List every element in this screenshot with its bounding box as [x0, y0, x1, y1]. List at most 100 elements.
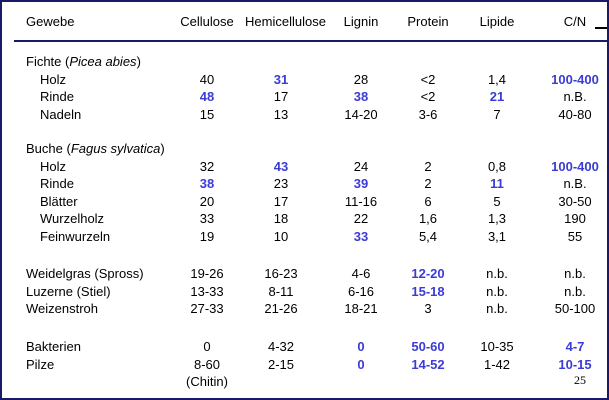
- table-cell: 0: [357, 356, 365, 372]
- group-title-species: Fagus sylvatica: [70, 141, 161, 156]
- table-cell: 15: [199, 106, 215, 122]
- header-lignin: Lignin: [343, 14, 379, 29]
- group-title-suffix: ): [136, 54, 141, 69]
- table-cell: 6-16: [347, 283, 375, 299]
- row-label: Luzerne (Stiel): [26, 283, 111, 299]
- pilze-chitin-note: (Chitin): [186, 374, 228, 389]
- table-cell: 24: [353, 158, 369, 174]
- table-cell: 2: [424, 176, 432, 191]
- table-cell: 190: [564, 211, 586, 226]
- table-cell: n.b.: [486, 266, 508, 281]
- table-cell: 10-15: [558, 356, 592, 372]
- row-label: Holz: [40, 71, 67, 87]
- group-title-prefix: Fichte (: [26, 54, 70, 69]
- table-cell: 38: [199, 176, 215, 191]
- row-label: Rinde: [40, 176, 74, 191]
- table-cell: 8-11: [268, 283, 294, 299]
- table-cell: 1,4: [487, 71, 507, 87]
- table-cell: 0: [203, 339, 211, 354]
- table-cell: 3: [424, 301, 432, 316]
- header-lipide: Lipide: [479, 14, 515, 29]
- table-cell: 100-400: [551, 71, 599, 87]
- table-cell: 6: [424, 193, 432, 209]
- table-cell: 18: [273, 211, 289, 226]
- row-label: Rinde: [40, 89, 74, 104]
- table-cell: 13: [273, 106, 289, 122]
- table-cell: 4-6: [351, 266, 371, 281]
- header-rule: [14, 40, 607, 42]
- header-gewebe: Gewebe: [26, 14, 75, 29]
- table-cell: 15-18: [411, 283, 445, 299]
- table-cell: 40-80: [558, 106, 592, 122]
- row-label: Blätter: [40, 193, 78, 209]
- group-title-species: Picea abies: [69, 54, 137, 69]
- table-cell: 31: [273, 71, 289, 87]
- table-cell: 18-21: [344, 301, 378, 316]
- table-cell: 0: [357, 339, 365, 354]
- table-cell: n.B.: [563, 89, 587, 104]
- table-cell: 11-16: [344, 193, 378, 209]
- table-cell: 16-23: [264, 266, 298, 281]
- group-title: Buche (Fagus sylvatica): [26, 141, 165, 156]
- table-cell: 38: [353, 89, 369, 104]
- table-cell: 3-6: [418, 106, 438, 122]
- header-protein: Protein: [407, 14, 449, 29]
- group-title: Fichte (Picea abies): [26, 54, 141, 69]
- table-cell: 13-33: [190, 283, 224, 299]
- table-cell: 5: [493, 193, 501, 209]
- table-cell: n.b.: [486, 283, 508, 299]
- table-cell: 40: [199, 71, 215, 87]
- table-cell: 4-7: [565, 339, 585, 354]
- table-cell: 43: [273, 158, 289, 174]
- table-cell: 10-35: [480, 339, 514, 354]
- table-cell: 22: [353, 211, 369, 226]
- row-label: Holz: [40, 158, 67, 174]
- table-cell: 0,8: [487, 158, 507, 174]
- table-cell: n.b.: [564, 266, 586, 281]
- table-cell: n.b.: [564, 283, 586, 299]
- table-cell: 17: [273, 89, 289, 104]
- table-cell: 33: [353, 228, 369, 244]
- row-label: Pilze: [26, 356, 55, 372]
- header-tick-mark: [595, 27, 607, 29]
- table-cell: 23: [273, 176, 289, 191]
- table-cell: <2: [420, 89, 436, 104]
- table-cell: 8-60: [193, 356, 221, 372]
- table-cell: 14-52: [411, 356, 445, 372]
- table-cell: 3,1: [487, 228, 507, 244]
- table-cell: 48: [199, 89, 215, 104]
- table-cell: 30-50: [558, 193, 592, 209]
- row-label: Wurzelholz: [40, 211, 105, 226]
- table-cell: 27-33: [190, 301, 224, 316]
- table-cell: 2-15: [267, 356, 295, 372]
- table-cell: 7: [493, 106, 501, 122]
- table-cell: 33: [199, 211, 215, 226]
- table-cell: n.B.: [563, 176, 587, 191]
- group-title-prefix: Buche (: [26, 141, 71, 156]
- table-cell: 11: [490, 176, 504, 191]
- table-cell: <2: [420, 71, 436, 87]
- table-cell: 1,6: [418, 211, 438, 226]
- table-cell: 10: [273, 228, 289, 244]
- table-cell: 1,3: [487, 211, 507, 226]
- table-cell: 19: [199, 228, 215, 244]
- page-number: 25: [574, 373, 586, 387]
- table-cell: 2: [424, 158, 432, 174]
- table-cell: 32: [199, 158, 215, 174]
- row-label: Weidelgras (Spross): [26, 266, 144, 281]
- table-cell: 4-32: [267, 339, 295, 354]
- row-label: Feinwurzeln: [40, 228, 111, 244]
- table-cell: 50-60: [411, 339, 445, 354]
- header-hemicellulose: Hemicellulose: [245, 14, 326, 29]
- row-label: Weizenstroh: [26, 301, 99, 316]
- table-cell: 17: [273, 193, 289, 209]
- header-cn: C/N: [563, 14, 587, 29]
- table-cell: 14-20: [344, 106, 378, 122]
- table-cell: n.b.: [486, 301, 508, 316]
- table-cell: 50-100: [554, 301, 596, 316]
- table-cell: 100-400: [551, 158, 599, 174]
- table-cell: 1-42: [483, 356, 511, 372]
- row-label: Nadeln: [40, 106, 82, 122]
- table-cell: 19-26: [190, 266, 224, 281]
- table-cell: 39: [353, 176, 369, 191]
